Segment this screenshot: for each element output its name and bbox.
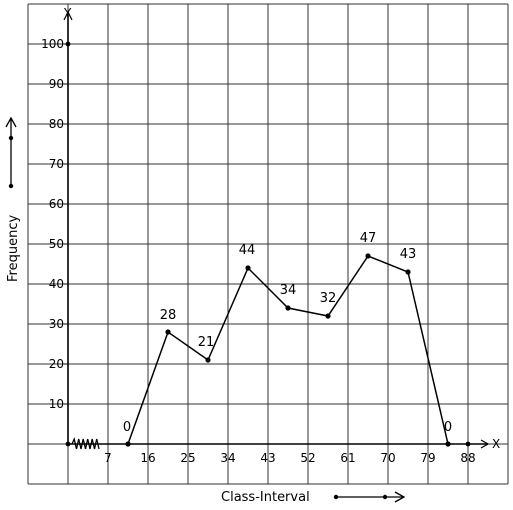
x-tick-label: 61 (340, 451, 355, 465)
x-axis-arrowhead (480, 439, 490, 449)
data-point (325, 313, 331, 319)
x-scale-dot (333, 494, 339, 500)
data-labels: 0 28 21 44 34 32 47 43 0 (123, 231, 452, 435)
origin-dot (65, 441, 71, 447)
x-tick-label: 16 (140, 451, 155, 465)
x-tick-label: 52 (300, 451, 315, 465)
y-axis-arrowhead (63, 10, 73, 21)
y-tick-label: 10 (49, 397, 64, 411)
data-point (405, 269, 411, 275)
y-scale-arrowhead (5, 116, 17, 128)
y-tick-label: 70 (49, 157, 64, 171)
data-point (365, 253, 371, 259)
y-tick-label: 30 (49, 317, 64, 331)
y-tick-label: 40 (49, 277, 64, 291)
y-axis-letter: Y (63, 6, 72, 20)
tick-labels: 10 20 30 40 50 60 70 80 90 100 7 16 25 34 43 52 61 70 79 88 (41, 37, 476, 465)
y-tick-label: 80 (49, 117, 64, 131)
data-label: 21 (198, 335, 215, 350)
y-axis-title: Frequency (6, 215, 21, 282)
data-point (125, 441, 131, 447)
data-label: 32 (320, 291, 337, 306)
data-label: 34 (280, 283, 297, 298)
x-tick-label: 7 (104, 451, 112, 465)
x-tick-label: 88 (460, 451, 475, 465)
axes (63, 10, 490, 450)
x-tick-label: 79 (420, 451, 435, 465)
x-scale-arrowhead (394, 491, 406, 503)
x-scale-dot (382, 494, 388, 500)
data-label: 0 (444, 420, 452, 435)
y-tick-label: 60 (49, 197, 64, 211)
data-point (205, 357, 211, 363)
x-axis-letter: X (492, 437, 500, 451)
data-label: 0 (123, 420, 131, 435)
x-tick-label: 70 (380, 451, 395, 465)
data-label: 43 (400, 247, 417, 262)
data-label: 44 (239, 243, 256, 258)
x-tick-label: 34 (220, 451, 235, 465)
y-tick-label: 50 (49, 237, 64, 251)
scale-arrows (5, 116, 406, 503)
y-scale-dot (8, 183, 14, 189)
x-tick-label: 43 (260, 451, 275, 465)
series (125, 253, 451, 447)
data-label: 47 (360, 231, 377, 246)
x-axis-title: Class-Interval (221, 490, 310, 505)
data-point (445, 441, 451, 447)
data-label: 28 (160, 308, 177, 323)
data-point (245, 265, 251, 271)
y-scale-dot (8, 135, 14, 141)
grid (27, 3, 509, 485)
data-point (285, 305, 291, 311)
y-tick-label: 20 (49, 357, 64, 371)
x-end-dot (465, 441, 471, 447)
y-tick-label: 100 (41, 37, 64, 51)
y-tick-label: 90 (49, 77, 64, 91)
axis-break-kink (71, 436, 100, 450)
data-point (165, 329, 171, 335)
x-tick-label: 25 (180, 451, 195, 465)
